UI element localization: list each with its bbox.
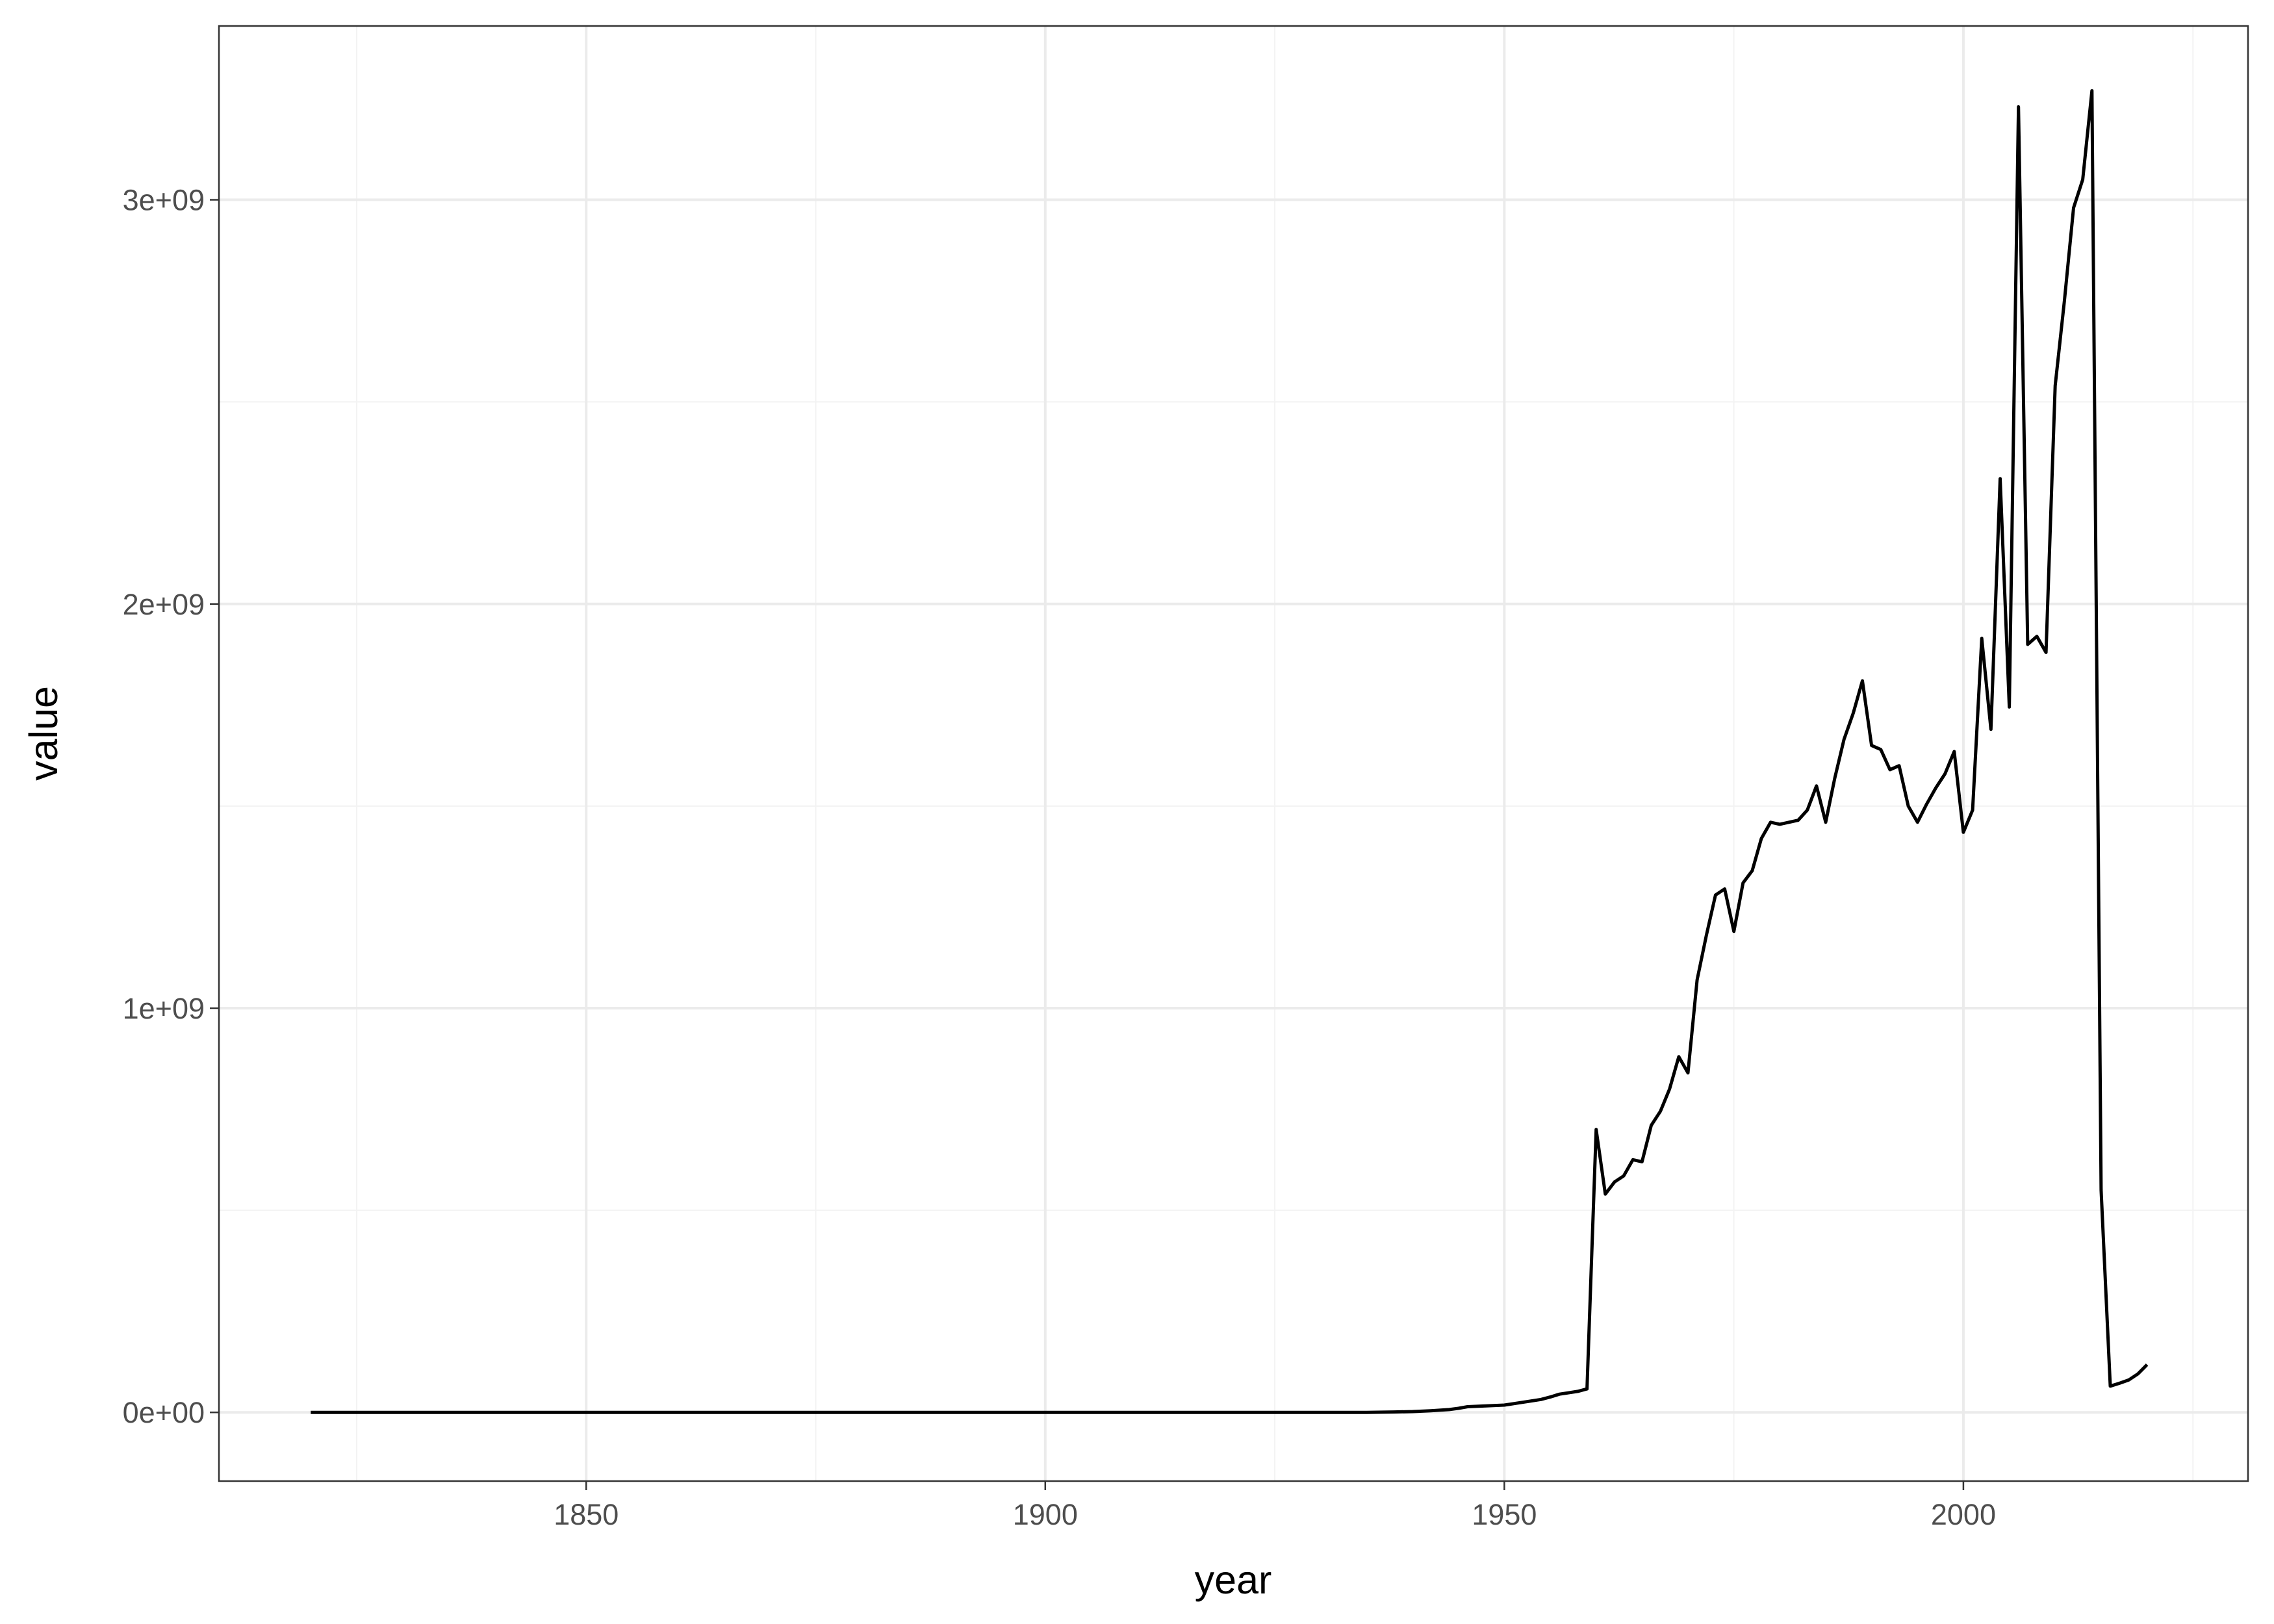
x-tick-label: 1850 [554, 1498, 619, 1531]
x-axis: 1850 1900 1950 2000 [554, 1481, 1996, 1531]
x-tick-label: 1950 [1472, 1498, 1537, 1531]
y-axis: 0e+00 1e+09 2e+09 3e+09 [123, 184, 219, 1429]
x-tick-label: 2000 [1931, 1498, 1996, 1531]
x-axis-title: year [1195, 1558, 1272, 1602]
plot-panel [218, 25, 2249, 1482]
panel-border [218, 25, 2249, 1482]
y-axis-title: value [21, 686, 66, 781]
y-tick-label: 0e+00 [123, 1396, 205, 1429]
series-line [311, 89, 2149, 1414]
y-tick-label: 1e+09 [123, 992, 205, 1025]
y-tick-label: 3e+09 [123, 184, 205, 217]
minor-gridlines [219, 26, 2248, 1481]
x-tick-label: 1900 [1013, 1498, 1078, 1531]
y-tick-label: 2e+09 [123, 588, 205, 621]
